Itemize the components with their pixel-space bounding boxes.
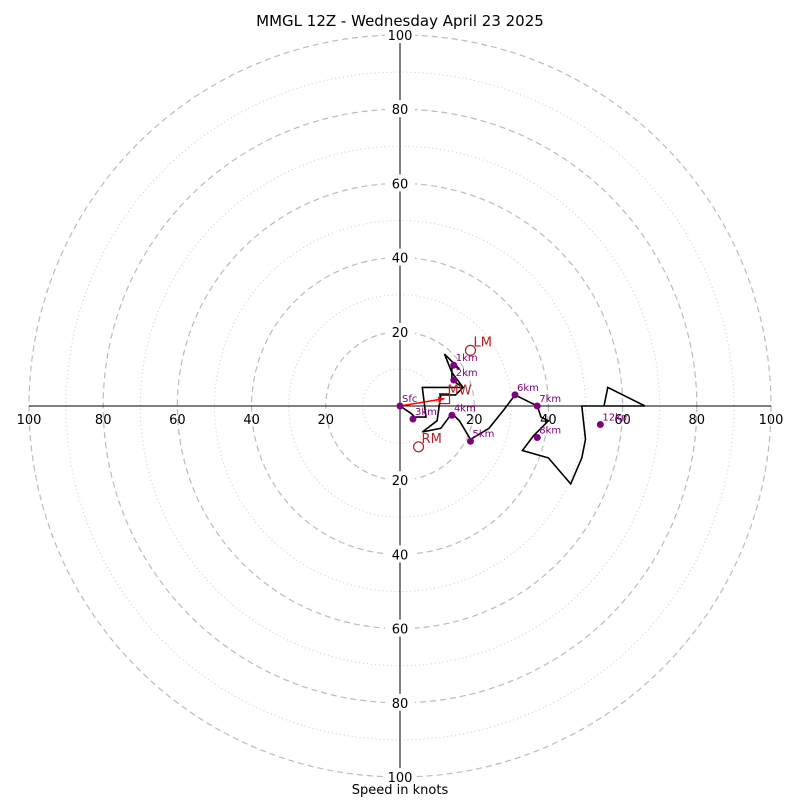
y-tick-up-60: 60 [392, 177, 409, 192]
storm-motion-lm-label: LM [473, 335, 491, 350]
height-label-5km: 5km [472, 429, 494, 440]
y-tick-bg-down-40 [385, 545, 415, 563]
tick-labels: 2020202040404040606060608080808010010010… [17, 26, 784, 786]
y-tick-bg-down-60 [385, 619, 415, 637]
storm-motion-rm-label: RM [422, 432, 442, 447]
height-label-8km: 8km [539, 426, 561, 437]
x-tick-pos-100: 100 [759, 413, 784, 428]
y-tick-down-60: 60 [392, 623, 409, 638]
height-marker-3km [409, 415, 417, 423]
x-tick-neg-60: 60 [169, 413, 186, 428]
height-label-12km: 12km [602, 413, 630, 424]
storm-motion-lm-marker [464, 344, 477, 356]
height-label-1km: 1km [456, 353, 478, 364]
height-marker-8km [533, 434, 541, 442]
height-marker-12km [596, 421, 604, 429]
height-marker-7km [533, 402, 541, 410]
x-axis-label: Speed in knots [351, 783, 449, 798]
y-tick-bg-up-40 [385, 248, 415, 266]
y-tick-bg-down-20 [385, 471, 415, 489]
wind-trace [399, 353, 646, 486]
y-tick-up-100: 100 [388, 29, 413, 44]
x-tick-pos-60: 60 [614, 413, 631, 428]
height-label-7km: 7km [539, 394, 561, 405]
height-label-2km: 2km [456, 368, 478, 379]
y-tick-bg-up-80 [385, 100, 415, 118]
height-marker-1km [450, 361, 458, 369]
y-tick-bg-up-20 [385, 322, 415, 340]
height-label-sfc: Sfc [402, 394, 417, 405]
y-tick-down-20: 20 [392, 474, 409, 489]
x-tick-neg-100: 100 [17, 413, 42, 428]
x-tick-pos-80: 80 [689, 413, 706, 428]
y-tick-up-40: 40 [392, 252, 409, 267]
storm-motion-rm-marker [412, 441, 425, 453]
y-tick-up-20: 20 [392, 326, 409, 341]
storm-motion: LM RM MW [399, 335, 492, 453]
y-tick-up-80: 80 [392, 103, 409, 118]
height-marker-6km [511, 391, 519, 399]
x-tick-neg-80: 80 [95, 413, 112, 428]
storm-motion-mw-marker [438, 392, 451, 405]
y-tick-bg-up-60 [385, 174, 415, 192]
chart-title: MMGL 12Z - Wednesday April 23 2025 [256, 12, 544, 30]
x-tick-pos-20: 20 [466, 413, 483, 428]
x-tick-neg-40: 40 [243, 413, 260, 428]
y-tick-bg-up-100 [385, 26, 415, 43]
height-marker-2km [450, 376, 458, 384]
height-label-6km: 6km [517, 383, 539, 394]
shear-vector [399, 397, 445, 407]
y-tick-bg-down-100 [385, 768, 415, 785]
height-label-3km: 3km [415, 407, 437, 418]
height-marker-4km [448, 411, 456, 419]
y-tick-down-100: 100 [388, 771, 413, 786]
height-label-4km: 4km [454, 403, 476, 414]
y-tick-bg-down-80 [385, 693, 415, 711]
height-marker-sfc [396, 402, 404, 410]
y-tick-down-80: 80 [392, 697, 409, 712]
wind-trace-line [399, 353, 646, 486]
y-tick-down-40: 40 [392, 548, 409, 563]
height-marker-5km [466, 437, 474, 445]
storm-motion-mw-label: MW [448, 384, 472, 399]
x-tick-neg-20: 20 [318, 413, 335, 428]
